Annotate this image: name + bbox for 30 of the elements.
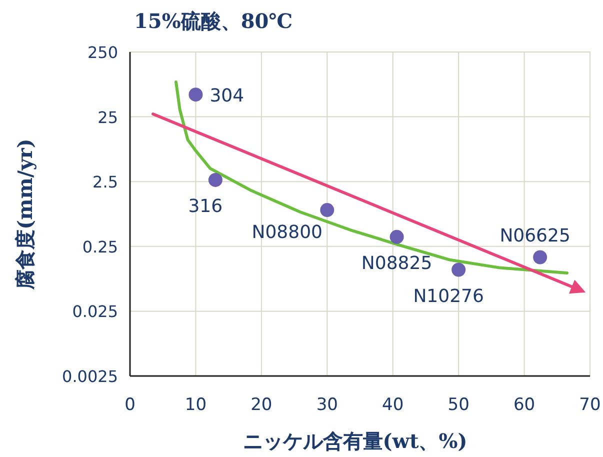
annotation: N06625 [500, 225, 570, 246]
point [533, 250, 548, 264]
y-tick-label: 0.25 [82, 237, 118, 256]
y-tick-label: 0.025 [72, 302, 118, 322]
y-tick-label: 25 [98, 108, 118, 127]
x-tick-label: 50 [448, 395, 470, 415]
line-series [174, 80, 568, 274]
x-tick-label: 10 [184, 395, 207, 415]
y-tick-label: 250 [87, 43, 118, 62]
point [452, 262, 466, 277]
x-tick-label: 20 [250, 395, 272, 415]
x-tick-label: 40 [382, 395, 404, 415]
y-tick-label: 0.0025 [62, 367, 118, 386]
annotation: N08800 [252, 222, 323, 244]
point [390, 230, 404, 244]
annotation: N08825 [361, 252, 432, 274]
y-tick-label: 2.5 [92, 172, 118, 192]
x-axis-title: ニッケル含有量(wt、%) [242, 429, 468, 453]
annotation: N10276 [413, 286, 484, 307]
point [188, 88, 203, 102]
point [320, 203, 334, 218]
annotation: 304 [210, 86, 244, 107]
annotation: 316 [188, 196, 223, 217]
x-tick-label: 70 [579, 395, 601, 415]
x-tick-label: 0 [124, 395, 136, 415]
x-tick-label: 60 [513, 395, 536, 415]
y-axis-title: 腐食度(mm/yr) [13, 138, 37, 290]
point [208, 172, 222, 187]
x-tick-label: 30 [316, 395, 338, 415]
chart-title: 15%硫酸、80℃ [134, 9, 293, 33]
